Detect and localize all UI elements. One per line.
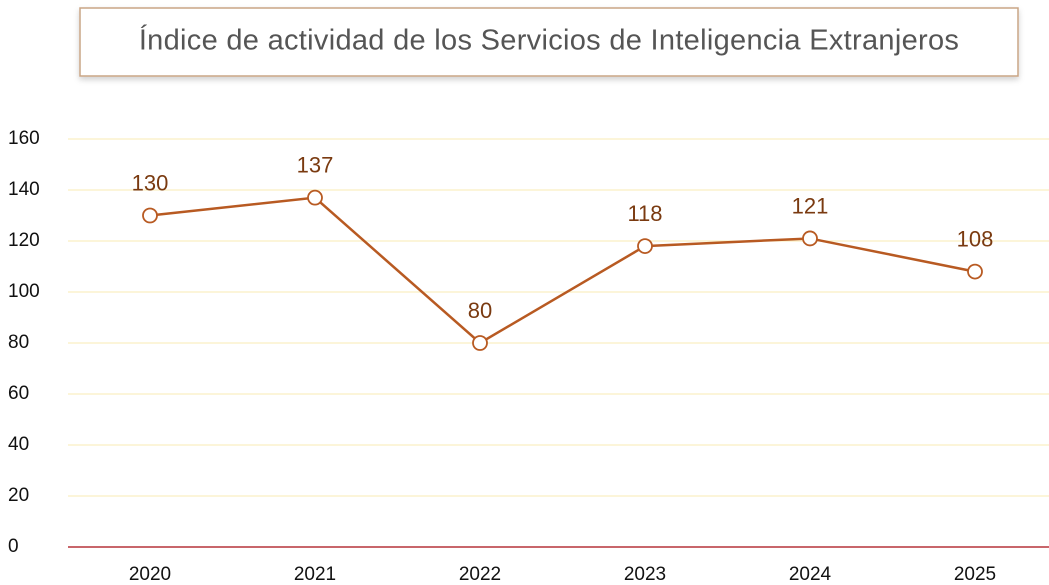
line (149, 196, 976, 345)
y-tick-label: 40 (8, 434, 29, 455)
data-label: 108 (957, 226, 994, 251)
y-tick-label: 60 (8, 383, 29, 404)
x-tick-label: 2025 (954, 564, 996, 585)
marker (802, 230, 818, 247)
y-tick-label: 0 (8, 536, 19, 557)
title-box (79, 7, 1019, 77)
data-label: 137 (297, 152, 334, 177)
x-tick-label: 2023 (624, 564, 666, 585)
marker (637, 238, 653, 255)
marker (472, 335, 488, 351)
y-tick-label: 100 (8, 281, 40, 302)
x-tick-label: 2020 (129, 564, 171, 585)
x-tick-label: 2024 (789, 564, 832, 585)
data-label: 118 (627, 201, 662, 226)
data-label: 80 (468, 298, 492, 323)
x-tick-label: 2022 (459, 564, 501, 585)
y-tick-label: 120 (8, 230, 40, 251)
y-tick-label: 160 (8, 128, 40, 149)
y-tick-label: 20 (8, 485, 29, 506)
y-tick-label: 80 (8, 332, 29, 353)
marker (967, 263, 983, 280)
y-tick-label: 140 (8, 179, 40, 200)
marker (142, 207, 158, 224)
data-label: 130 (132, 170, 169, 195)
chart-title: Índice de actividad de los Servicios de … (139, 24, 959, 57)
marker (307, 189, 323, 206)
data-label: 121 (792, 193, 829, 218)
x-tick-label: 2021 (294, 564, 336, 585)
